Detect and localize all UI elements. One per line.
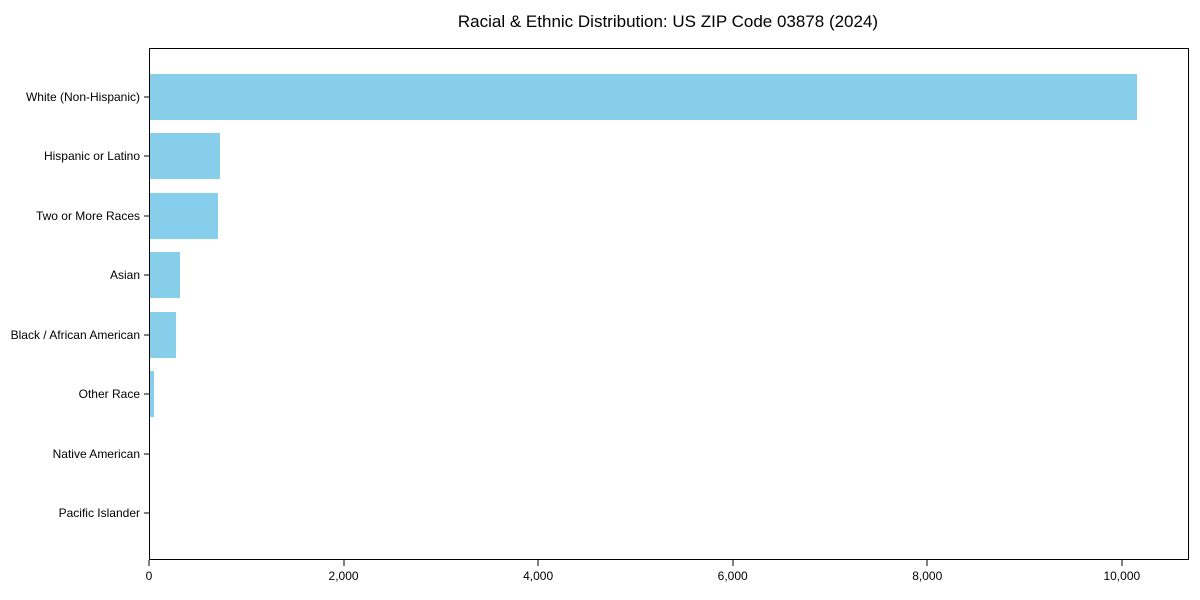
bar: [150, 192, 219, 239]
x-axis-tick-label: 4,000: [523, 569, 554, 583]
chart-row: Black / African American: [11, 305, 1188, 365]
y-axis-tick: [144, 215, 150, 217]
y-axis-tick: [144, 453, 150, 455]
x-axis-tick-mark: [732, 560, 734, 566]
x-axis-tick-mark: [926, 560, 928, 566]
x-axis-tick-label: 10,000: [1103, 569, 1141, 583]
chart-row: Asian: [110, 246, 1188, 306]
x-axis-tick-mark: [537, 560, 539, 566]
y-axis-tick: [144, 512, 150, 514]
bar: [150, 311, 176, 358]
y-axis-label: Pacific Islander: [58, 506, 140, 521]
y-axis-tick: [144, 96, 150, 98]
chart-title: Racial & Ethnic Distribution: US ZIP Cod…: [457, 12, 879, 31]
bar: [150, 73, 1138, 120]
y-axis-label: Asian: [109, 268, 140, 283]
bar: [150, 252, 181, 299]
bar: [150, 133, 221, 180]
x-axis-tick-label: 8,000: [912, 569, 943, 583]
y-axis-label: White (Non-Hispanic): [25, 89, 140, 104]
x-axis-tick-label: 0: [145, 569, 153, 583]
x-axis-tick-mark: [1121, 560, 1123, 566]
plot-rows: White (Non-Hispanic) Hispanic or Latino Tw…: [11, 49, 1188, 559]
x-axis-tick-label: 2,000: [328, 569, 359, 583]
chart-row: Native American: [53, 424, 1188, 484]
x-axis-tick-label: 6,000: [717, 569, 748, 583]
x-axis-tick-mark: [343, 560, 345, 566]
y-axis-label: Two or More Races: [35, 208, 140, 223]
y-axis-label: Native American: [52, 446, 140, 461]
chart-row: Pacific Islander: [59, 484, 1188, 544]
x-axis: 0 2,000 4,000 6,000 8,000 10,000: [145, 560, 1187, 592]
chart-row: White (Non-Hispanic): [26, 67, 1188, 127]
chart-row: Hispanic or Latino: [44, 127, 1188, 187]
y-axis-label: Black / African American: [10, 327, 140, 342]
y-axis-label: Other Race: [78, 387, 140, 402]
plot-area: White (Non-Hispanic) Hispanic or Latino Tw…: [11, 48, 1189, 560]
y-axis-tick: [144, 334, 150, 336]
y-axis-tick: [144, 393, 150, 395]
y-axis-tick: [144, 155, 150, 157]
y-axis-label: Hispanic or Latino: [43, 149, 140, 164]
bar: [150, 371, 155, 418]
y-axis-tick: [144, 274, 150, 276]
x-axis-tick-mark: [148, 560, 150, 566]
chart-row: Other Race: [79, 365, 1188, 425]
chart-row: Two or More Races: [36, 186, 1188, 246]
